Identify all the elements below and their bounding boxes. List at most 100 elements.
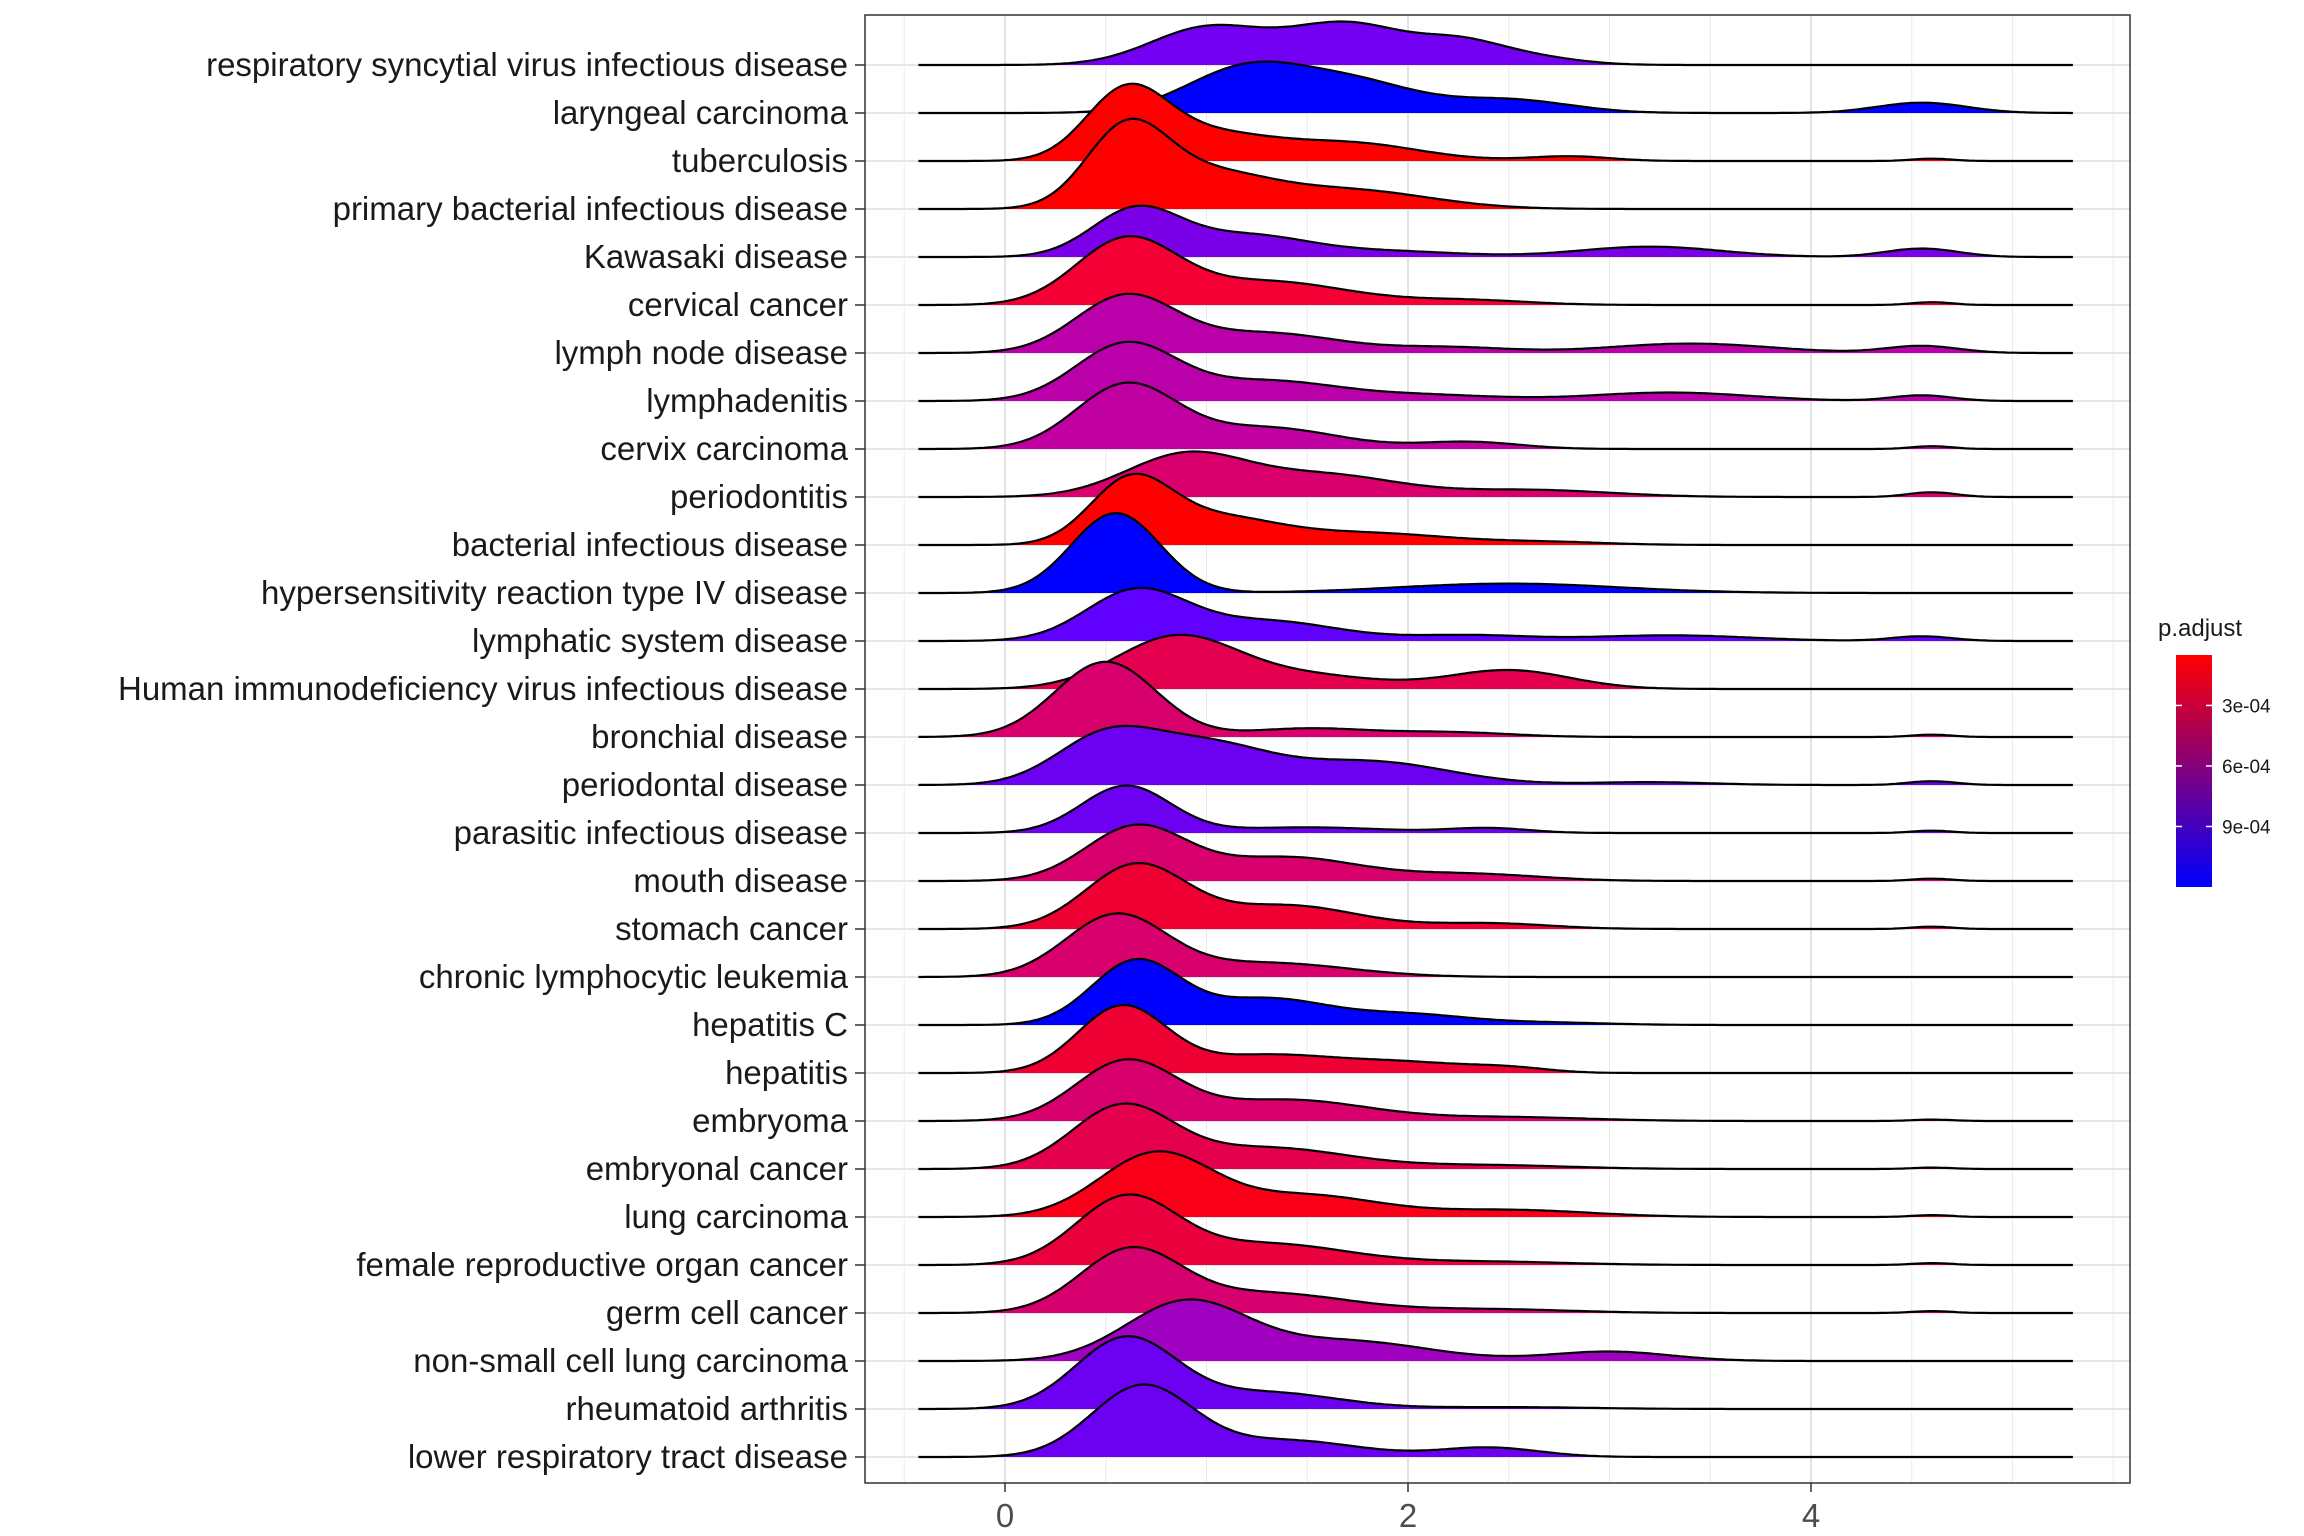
category-label: lymphadenitis: [646, 382, 848, 419]
ridge-15: [918, 724, 2073, 787]
ridge-19: [918, 912, 2073, 979]
ridge-fill: [918, 382, 2073, 449]
category-label: cervical cancer: [628, 286, 848, 323]
ridge-outline: [918, 511, 2073, 595]
ridge-11: [918, 511, 2073, 595]
ridge-fill: [918, 341, 2073, 401]
ridge-fill: [918, 634, 2073, 689]
category-labels: respiratory syncytial virus infectious d…: [118, 46, 865, 1475]
ridge-outline: [918, 862, 2073, 931]
ridge-26: [918, 1245, 2073, 1315]
ridge-12: [918, 586, 2073, 643]
ridge-fill: [918, 293, 2073, 353]
category-label: Human immunodeficiency virus infectious …: [118, 670, 848, 707]
ridge-outline: [918, 912, 2073, 979]
ridge-18: [918, 862, 2073, 931]
ridge-fill: [918, 1336, 2073, 1409]
ridge-14: [918, 660, 2073, 739]
ridge-16: [918, 784, 2073, 835]
ridge-21: [918, 1003, 2073, 1075]
ridge-5: [918, 235, 2073, 307]
ridge-fill: [918, 863, 2073, 929]
category-label: lower respiratory tract disease: [408, 1438, 848, 1475]
category-label: periodontitis: [670, 478, 848, 515]
category-label: laryngeal carcinoma: [553, 94, 849, 131]
category-label: periodontal disease: [562, 766, 848, 803]
ridge-outline: [918, 117, 2073, 211]
ridge-outline: [918, 472, 2073, 547]
ridge-fill: [918, 205, 2073, 257]
ridge-fill: [918, 451, 2073, 497]
ridge-2: [918, 82, 2073, 163]
ridge-outline: [918, 1193, 2073, 1267]
ridge-outline: [918, 823, 2073, 883]
ridge-outline: [918, 340, 2073, 403]
ridge-outline: [918, 450, 2073, 499]
ridge-outline: [918, 1058, 2073, 1123]
ridge-fill: [918, 913, 2073, 977]
category-label: lymphatic system disease: [472, 622, 848, 659]
ridge-fill: [918, 1103, 2073, 1169]
ridge-9: [918, 450, 2073, 499]
ridge-8: [918, 381, 2073, 451]
ridge-outline: [918, 1383, 2073, 1459]
category-label: tuberculosis: [672, 142, 848, 179]
ridge-outline: [918, 1335, 2073, 1411]
legend-title: p.adjust: [2158, 615, 2242, 642]
category-label: bronchial disease: [591, 718, 848, 755]
category-label: non-small cell lung carcinoma: [413, 1342, 848, 1379]
ridge-22: [918, 1058, 2073, 1123]
ridge-outline: [918, 381, 2073, 451]
x-tick-label: 0: [996, 1497, 1014, 1534]
category-label: chronic lymphocytic leukemia: [419, 958, 849, 995]
ridge-fill: [918, 61, 2073, 113]
category-label: embryonal cancer: [586, 1150, 848, 1187]
ridge-fill: [918, 1299, 2073, 1361]
ridge-0: [918, 20, 2073, 67]
ridge-27: [918, 1298, 2073, 1363]
category-label: hypersensitivity reaction type IV diseas…: [261, 574, 848, 611]
ridge-fill: [918, 587, 2073, 641]
ridge-29: [918, 1383, 2073, 1459]
ridge-fill: [918, 1059, 2073, 1121]
ridge-outline: [918, 235, 2073, 307]
ridge-10: [918, 472, 2073, 547]
ridge-20: [918, 957, 2073, 1027]
ridge-outline: [918, 1245, 2073, 1315]
legend-ticks: 3e-04 6e-04 9e-04: [2176, 696, 2271, 838]
category-label: female reproductive organ cancer: [356, 1246, 848, 1283]
ridge-outline: [918, 1150, 2073, 1219]
legend-tick-label: 3e-04: [2222, 696, 2271, 717]
ridge-fill: [918, 118, 2073, 209]
ridge-outline: [918, 660, 2073, 739]
category-label: parasitic infectious disease: [454, 814, 848, 851]
ridge-outline: [918, 204, 2073, 259]
ridge-fill: [918, 236, 2073, 305]
category-label: hepatitis: [725, 1054, 848, 1091]
ridges: [918, 20, 2073, 1459]
ridge-fill: [918, 661, 2073, 737]
category-label: lymph node disease: [554, 334, 848, 371]
legend-tick-label: 6e-04: [2222, 757, 2271, 778]
ridge-fill: [918, 513, 2073, 593]
category-label: rheumatoid arthritis: [566, 1390, 848, 1427]
ridge-28: [918, 1335, 2073, 1411]
panel-border: [864, 14, 2131, 1484]
category-label: stomach cancer: [615, 910, 848, 947]
ridge-fill: [918, 1194, 2073, 1265]
ridge-outline: [918, 1003, 2073, 1075]
ridge-17: [918, 823, 2073, 883]
category-label: lung carcinoma: [624, 1198, 848, 1235]
ridge-6: [918, 292, 2073, 355]
category-label: embryoma: [692, 1102, 849, 1139]
ridge-outline: [918, 784, 2073, 835]
ridge-4: [918, 204, 2073, 259]
ridge-outline: [918, 1102, 2073, 1171]
ridge-7: [918, 340, 2073, 403]
x-axis: 0 2 4: [996, 1483, 1820, 1534]
category-label: germ cell cancer: [606, 1294, 848, 1331]
ridge-13: [918, 633, 2073, 691]
ridge-fill: [918, 959, 2073, 1025]
x-tick-label: 2: [1399, 1497, 1417, 1534]
